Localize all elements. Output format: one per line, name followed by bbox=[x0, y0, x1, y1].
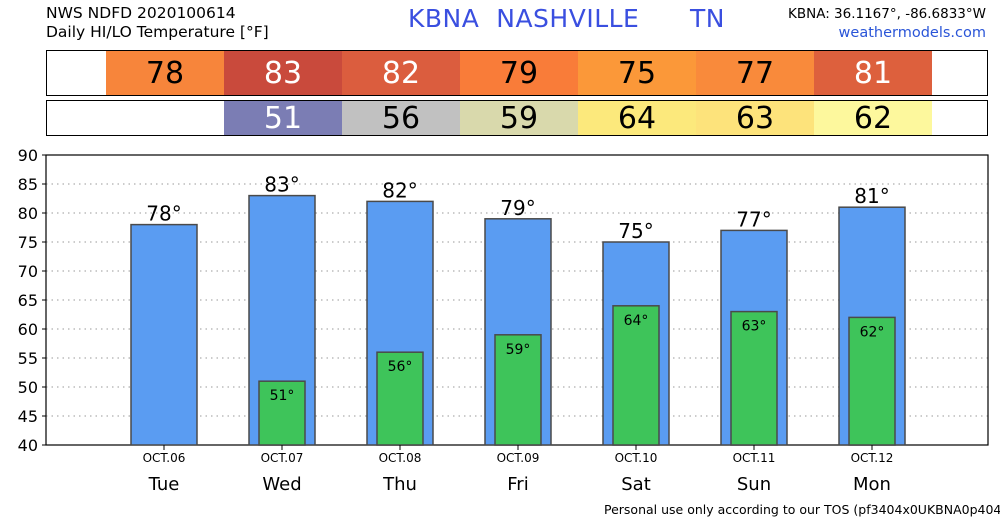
station-coords: KBNA: 36.1167°, -86.6833°W bbox=[787, 6, 986, 22]
day-label: Sun bbox=[737, 474, 771, 495]
temperature-chart: 40 45 50 55 60 65 70 75 80 85 90 78° OCT.06 Tue 83° 51°… bbox=[18, 146, 989, 495]
station-title: KBNA NASHVILLE TN bbox=[408, 4, 725, 33]
y-tick-label: 45 bbox=[18, 407, 38, 426]
y-tick-label: 75 bbox=[18, 233, 38, 252]
lo-data-label: 63° bbox=[742, 319, 767, 335]
y-tick-label: 50 bbox=[18, 378, 38, 397]
lo-bar bbox=[730, 310, 778, 446]
hi-strip-cell: 81 bbox=[814, 51, 932, 95]
day-label: Fri bbox=[507, 474, 528, 495]
hi-data-label: 83° bbox=[264, 173, 299, 197]
y-tick-label: 55 bbox=[18, 349, 38, 368]
lo-strip-cell: 64 bbox=[578, 101, 696, 136]
y-tick-label: 80 bbox=[18, 204, 38, 223]
header-info: NWS NDFD 2020100614 Daily HI/LO Temperat… bbox=[46, 4, 269, 42]
hi-bar bbox=[130, 223, 198, 446]
lo-strip-cell: 63 bbox=[696, 101, 814, 136]
hi-data-label: 82° bbox=[382, 178, 417, 202]
day-label: Wed bbox=[262, 474, 301, 495]
day-label: Mon bbox=[853, 474, 891, 495]
hi-strip-cell: 78 bbox=[106, 51, 224, 95]
footer-note: Personal use only according to our TOS (… bbox=[604, 502, 1000, 517]
header-right: KBNA: 36.1167°, -86.6833°W weathermodels… bbox=[788, 5, 986, 43]
product-label: Daily HI/LO Temperature [°F] bbox=[46, 23, 269, 41]
hi-strip-cell: 82 bbox=[342, 51, 460, 95]
day-label: Sat bbox=[621, 474, 651, 495]
day-label: Thu bbox=[382, 474, 417, 495]
lo-bar bbox=[612, 305, 660, 446]
x-tick-label: OCT.07 bbox=[261, 451, 304, 465]
y-tick-label: 85 bbox=[18, 175, 38, 194]
site-link[interactable]: weathermodels.com bbox=[838, 25, 986, 41]
lo-data-label: 62° bbox=[860, 324, 885, 340]
lo-strip-cell: 62 bbox=[814, 101, 932, 136]
hi-data-label: 75° bbox=[618, 219, 653, 243]
y-tick-label: 70 bbox=[18, 262, 38, 281]
lo-strip-cell: 51 bbox=[224, 101, 342, 136]
x-tick-label: OCT.12 bbox=[851, 451, 894, 465]
lo-bar bbox=[376, 351, 424, 446]
hi-data-label: 81° bbox=[854, 184, 889, 208]
lo-strip-cell bbox=[106, 101, 224, 135]
x-tick-label: OCT.09 bbox=[497, 451, 540, 465]
y-tick-label: 90 bbox=[18, 146, 38, 165]
hi-strip-cell: 77 bbox=[696, 51, 814, 95]
lo-data-label: 64° bbox=[624, 313, 649, 329]
hi-strip-cell: 79 bbox=[460, 51, 578, 95]
lo-bar bbox=[494, 334, 542, 446]
lo-strip-cell: 59 bbox=[460, 101, 578, 136]
hi-data-label: 77° bbox=[736, 207, 771, 231]
lo-data-label: 59° bbox=[506, 342, 531, 358]
hi-strip-cell: 83 bbox=[224, 51, 342, 95]
hi-data-label: 79° bbox=[500, 196, 535, 220]
lo-strip-cell: 56 bbox=[342, 101, 460, 136]
x-tick-label: OCT.10 bbox=[615, 451, 658, 465]
y-tick-label: 65 bbox=[18, 291, 38, 310]
y-tick-label: 60 bbox=[18, 320, 38, 339]
hi-data-label: 78° bbox=[146, 202, 181, 226]
lo-temperature-strip: 51 56 59 64 63 62 bbox=[46, 100, 988, 136]
model-run-label: NWS NDFD 2020100614 bbox=[46, 4, 236, 22]
hi-temperature-strip: 78 83 82 79 75 77 81 bbox=[46, 50, 988, 96]
lo-data-label: 56° bbox=[388, 359, 413, 375]
hi-strip-cell: 75 bbox=[578, 51, 696, 95]
y-tick-label: 40 bbox=[18, 436, 38, 455]
lo-data-label: 51° bbox=[270, 388, 295, 404]
x-tick-label: OCT.11 bbox=[733, 451, 776, 465]
x-tick-label: OCT.08 bbox=[379, 451, 422, 465]
day-label: Tue bbox=[148, 474, 180, 495]
x-tick-label: OCT.06 bbox=[143, 451, 186, 465]
